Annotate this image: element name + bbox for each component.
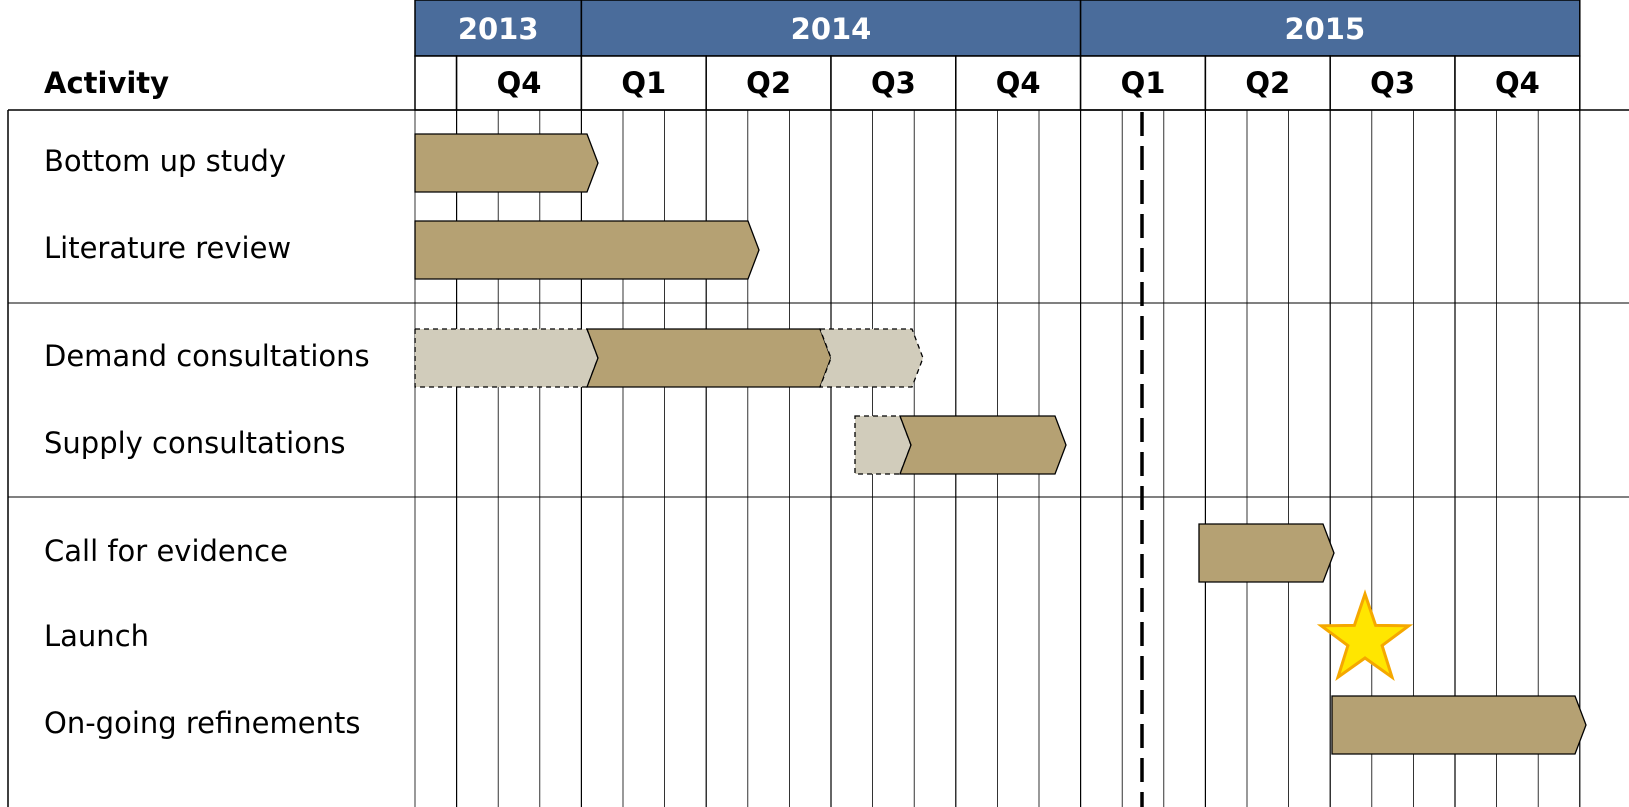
year-label: 2014 (791, 12, 872, 46)
year-cell (1079, 0, 1581, 57)
launch-star (1316, 589, 1414, 682)
activity-label: Literature review (44, 231, 291, 265)
quarter-label: Q4 (1495, 66, 1540, 100)
quarter-cell (830, 55, 957, 111)
quarter-label: Q4 (497, 66, 542, 100)
activity-bar (414, 220, 760, 280)
activity-label: Launch (44, 619, 149, 653)
planned-bar (414, 328, 599, 388)
quarter-cell (580, 55, 707, 111)
activity-label: Bottom up study (44, 144, 286, 178)
activity-bar (1331, 695, 1587, 755)
quarter-label: Q1 (621, 66, 666, 100)
activity-bar (586, 328, 832, 388)
year-label: 2013 (458, 12, 539, 46)
quarter-label: Q2 (746, 66, 791, 100)
activity-label: Demand consultations (44, 339, 370, 373)
activity-bar (1198, 523, 1335, 583)
quarter-label: Q1 (1121, 66, 1166, 100)
activity-label: Supply consultations (44, 426, 345, 460)
quarter-label: Q2 (1245, 66, 1290, 100)
quarter-cell (1454, 55, 1581, 111)
planned-bar (854, 415, 912, 475)
activity-header: Activity (44, 66, 169, 100)
quarter-label: Q3 (1370, 66, 1415, 100)
year-cell (414, 0, 583, 57)
activity-label: Call for evidence (44, 534, 288, 568)
planned-bar (819, 328, 924, 388)
quarter-cell (1204, 55, 1331, 111)
year-cell (580, 0, 1082, 57)
quarter-cell (414, 55, 458, 111)
quarter-label: Q3 (871, 66, 916, 100)
activity-label: On-going refinements (44, 706, 360, 740)
year-label: 2015 (1284, 12, 1365, 46)
activity-bar (899, 415, 1067, 475)
activity-bar (414, 133, 599, 193)
quarter-cell (455, 55, 583, 111)
quarter-label: Q4 (996, 66, 1041, 100)
